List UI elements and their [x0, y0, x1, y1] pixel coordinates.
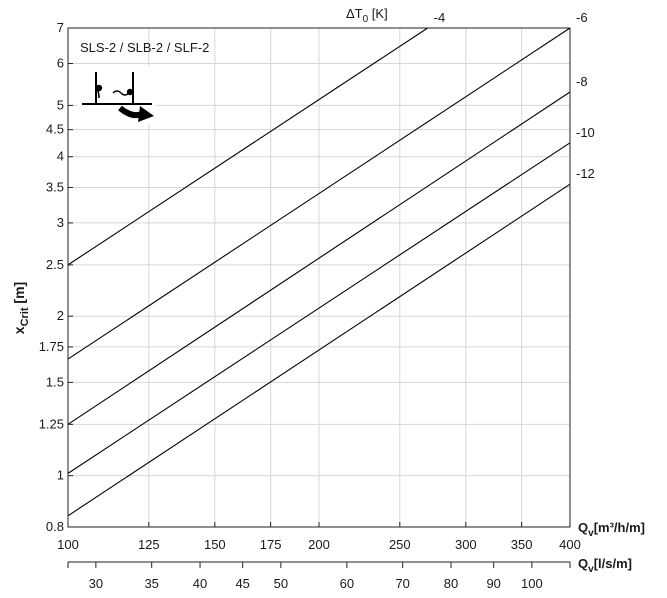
secondary-x-tick-label: 35	[144, 576, 158, 591]
secondary-x-axis-label-unit: [l/s/m]	[594, 556, 632, 571]
legend-box: SLS-2 / SLB-2 / SLF-2	[78, 40, 209, 124]
secondary-x-tick-label: 90	[486, 576, 500, 591]
secondary-x-tick-label: 60	[340, 576, 354, 591]
y-tick-label: 4.5	[46, 122, 64, 137]
y-tick-label: 7	[57, 20, 64, 35]
x-axis-label-main: Q	[578, 520, 588, 535]
y-tick-label: 4	[57, 149, 64, 164]
series-label: -12	[576, 166, 595, 181]
y-tick-label: 0.8	[46, 519, 64, 534]
series-line	[67, 27, 571, 360]
y-axis-label: xCrit [m]	[11, 282, 31, 334]
series-axis-title-sub: 0	[363, 14, 369, 25]
y-tick-label: 6	[57, 55, 64, 70]
secondary-x-tick-label: 50	[274, 576, 288, 591]
secondary-x-axis-label-main: Q	[578, 556, 588, 571]
secondary-x-tick-label: 45	[235, 576, 249, 591]
y-axis-label-main: x	[11, 326, 27, 334]
x-axis-label: Qv[m³/h/m]	[578, 520, 645, 539]
x-axis-ticks: 100 125 150 175 200 250 300 350 400	[57, 522, 581, 552]
series-label: -8	[576, 74, 588, 89]
y-tick-label: 3	[57, 215, 64, 230]
series-axis-title: ΔT0 [K]	[346, 6, 388, 25]
series-line	[67, 27, 428, 266]
series-label: -6	[576, 10, 588, 25]
y-tick-label: 3.5	[46, 179, 64, 194]
product-annotation: SLS-2 / SLB-2 / SLF-2	[80, 40, 209, 55]
x-tick-label: 100	[57, 537, 79, 552]
x-axis-label-sub: v	[588, 528, 594, 539]
x-tick-label: 350	[511, 537, 533, 552]
y-tick-label: 1.5	[46, 374, 64, 389]
series-line	[67, 91, 571, 425]
y-axis-label-unit: [m]	[11, 282, 27, 308]
series-label: -4	[434, 10, 446, 25]
series-label: -10	[576, 125, 595, 140]
series-line	[67, 183, 571, 517]
series-line	[67, 142, 571, 474]
secondary-x-tick-label: 30	[89, 576, 103, 591]
x-tick-label: 250	[389, 537, 411, 552]
secondary-x-axis-label: Qv[l/s/m]	[578, 556, 632, 575]
x-axis-label-unit: [m³/h/m]	[594, 520, 645, 535]
x-tick-label: 200	[308, 537, 330, 552]
x-tick-label: 300	[455, 537, 477, 552]
secondary-x-axis: 30 35 40 45 50 60 70 80 90 100	[67, 561, 571, 591]
series-axis-title-unit: [K]	[368, 6, 388, 21]
airflow-icon	[78, 66, 156, 124]
secondary-x-tick-label: 80	[444, 576, 458, 591]
secondary-x-axis-label-sub: v	[588, 564, 594, 575]
x-tick-label: 150	[204, 537, 226, 552]
secondary-x-tick-label: 40	[193, 576, 207, 591]
y-tick-label: 2.5	[46, 257, 64, 272]
series-axis-title-main: ΔT	[346, 6, 363, 21]
secondary-x-tick-label: 70	[395, 576, 409, 591]
y-tick-label: 1.25	[39, 416, 64, 431]
y-tick-label: 5	[57, 97, 64, 112]
y-axis-ticks: 0.8 1 1.25 1.5 1.75 2 2.5 3 3.5 4 4.5 5 6 7	[39, 20, 73, 534]
y-tick-label: 2	[57, 308, 64, 323]
x-tick-label: 400	[559, 537, 581, 552]
series-layer	[67, 27, 571, 517]
y-axis-label-sub: Crit	[19, 307, 31, 326]
x-tick-label: 125	[138, 537, 160, 552]
x-tick-label: 175	[260, 537, 282, 552]
y-tick-label: 1	[57, 468, 64, 483]
secondary-x-tick-label: 100	[521, 576, 543, 591]
series-labels: -4 -6 -8 -10 -12	[434, 10, 595, 181]
y-tick-label: 1.75	[39, 339, 64, 354]
